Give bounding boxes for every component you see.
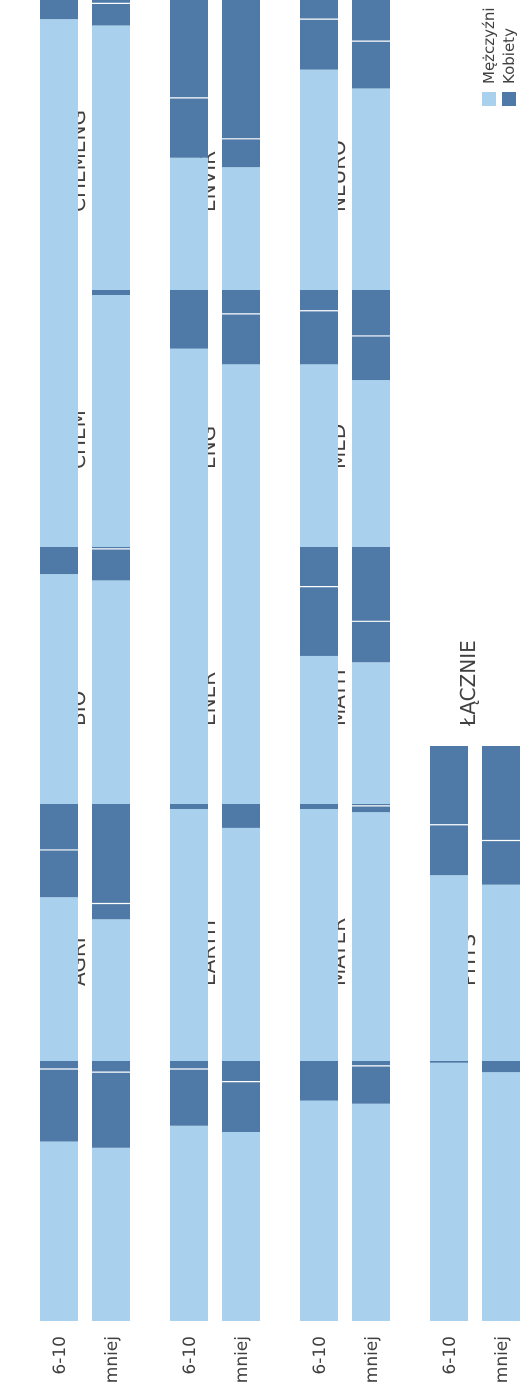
- bar-men-agri-5-i-mniej: [92, 1147, 130, 1321]
- bar-men-neuro-5-i-mniej: [352, 380, 390, 547]
- bar-men-comp-6-10: [40, 19, 78, 290]
- bar-men-immu-6-10: [170, 157, 208, 290]
- bar-women-immu-5-i-mniej: [222, 0, 260, 168]
- bar-men-mater-5-i-mniej: [352, 1103, 390, 1321]
- group-label-5-i-mniej: 5 i mniej: [102, 1336, 122, 1384]
- bar-men-eng-6-10: [170, 520, 208, 804]
- group-label-5-i-mniej: 5 i mniej: [362, 1336, 382, 1384]
- bar-men-earth-5-i-mniej: [222, 1132, 260, 1321]
- bar-men-ener-5-i-mniej: [222, 827, 260, 1061]
- bar-men-immu-5-i-mniej: [222, 167, 260, 290]
- bar-men-comp-5-i-mniej: [92, 25, 130, 291]
- legend-swatch-men: [482, 92, 496, 106]
- group-label-6-10: 6-10: [50, 1336, 70, 1375]
- bar-men-chem-6-10: [40, 574, 78, 804]
- bar-men-bio-5-i-mniej: [92, 919, 130, 1061]
- bar-women-pharm-5-i-mniej: [352, 0, 390, 89]
- bar-men-math-5-i-mniej: [352, 812, 390, 1061]
- legend-swatch-women: [502, 92, 516, 106]
- bar-men-agri-6-10: [40, 1141, 78, 1321]
- bar-men-phys-5-i-mniej: [482, 1072, 520, 1321]
- bar-men-cznie-6-10: [430, 875, 468, 1061]
- bar-men-chemeng-5-i-mniej: [92, 295, 130, 547]
- bar-women-comp-5-i-mniej: [92, 0, 130, 26]
- bar-men-envir-6-10: [170, 348, 208, 547]
- group-label-5-i-mniej: 5 i mniej: [232, 1336, 252, 1384]
- bar-men-eng-5-i-mniej: [222, 529, 260, 804]
- bar-men-ener-6-10: [170, 809, 208, 1061]
- bar-men-math-6-10: [300, 809, 338, 1061]
- group-label-5-i-mniej: 5 i mniej: [492, 1336, 512, 1384]
- group-label-6-10: 6-10: [180, 1336, 200, 1375]
- bar-men-med-5-i-mniej: [352, 662, 390, 804]
- bar-men-envir-5-i-mniej: [222, 364, 260, 547]
- legend-label-women: Kobiety: [500, 28, 518, 84]
- bar-women-immu-6-10: [170, 0, 208, 158]
- group-label-6-10: 6-10: [310, 1336, 330, 1375]
- bar-men-pharm-6-10: [300, 69, 338, 290]
- bar-men-mater-6-10: [300, 1100, 338, 1321]
- bar-men-pharm-5-i-mniej: [352, 88, 390, 291]
- bar-women-pharm-6-10: [300, 0, 338, 70]
- bar-women-cznie-6-10: [430, 746, 468, 876]
- bar-men-cznie-5-i-mniej: [482, 884, 520, 1061]
- bar-men-chem-5-i-mniej: [92, 580, 130, 804]
- bar-men-earth-6-10: [170, 1125, 208, 1321]
- legend-label-men: Mężczyźni: [480, 7, 498, 84]
- group-label-6-10: 6-10: [440, 1336, 460, 1375]
- bar-men-med-6-10: [300, 655, 338, 804]
- bar-men-bio-6-10: [40, 897, 78, 1061]
- bar-women-cznie-5-i-mniej: [482, 746, 520, 885]
- field-label-cznie: ŁĄCZNIE: [456, 640, 480, 727]
- bar-men-chemeng-6-10: [40, 282, 78, 547]
- bar-women-comp-6-10: [40, 0, 78, 20]
- bar-men-phys-6-10: [430, 1062, 468, 1321]
- bar-men-neuro-6-10: [300, 364, 338, 547]
